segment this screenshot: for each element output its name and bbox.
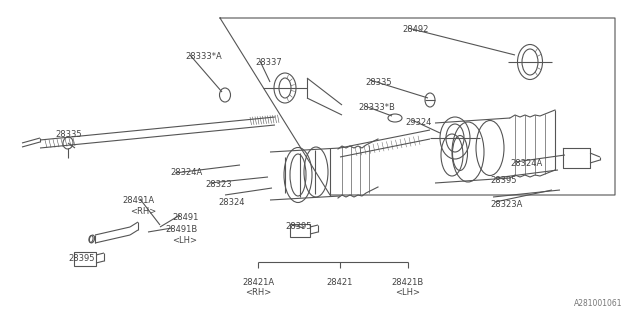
Text: 28491B: 28491B xyxy=(165,225,197,234)
Text: 28491: 28491 xyxy=(172,213,198,222)
Text: 28324: 28324 xyxy=(218,198,244,207)
Text: 28333*B: 28333*B xyxy=(358,103,395,112)
Bar xyxy=(290,224,310,237)
Text: 28395: 28395 xyxy=(68,254,95,263)
Text: 28324A: 28324A xyxy=(170,168,202,177)
Text: 28335: 28335 xyxy=(55,130,82,139)
Text: 29324: 29324 xyxy=(405,118,431,127)
Text: 28492: 28492 xyxy=(402,25,428,34)
Text: A281001061: A281001061 xyxy=(573,299,622,308)
Text: <LH>: <LH> xyxy=(172,236,197,245)
Text: 28323A: 28323A xyxy=(490,200,522,209)
Text: 28421B: 28421B xyxy=(392,278,424,287)
Text: <LH>: <LH> xyxy=(396,288,420,297)
Text: <RH>: <RH> xyxy=(245,288,271,297)
Text: <RH>: <RH> xyxy=(130,207,156,216)
Bar xyxy=(74,252,96,266)
Text: 28421: 28421 xyxy=(327,278,353,287)
Text: 28337: 28337 xyxy=(255,58,282,67)
Text: 28491A: 28491A xyxy=(122,196,154,205)
Text: 28421A: 28421A xyxy=(242,278,274,287)
Text: 28335: 28335 xyxy=(365,78,392,87)
Text: 28395: 28395 xyxy=(285,222,312,231)
Text: 28323: 28323 xyxy=(205,180,232,189)
Text: 28324A: 28324A xyxy=(510,159,542,168)
Text: 28395: 28395 xyxy=(490,176,516,185)
Text: 28333*A: 28333*A xyxy=(185,52,221,61)
